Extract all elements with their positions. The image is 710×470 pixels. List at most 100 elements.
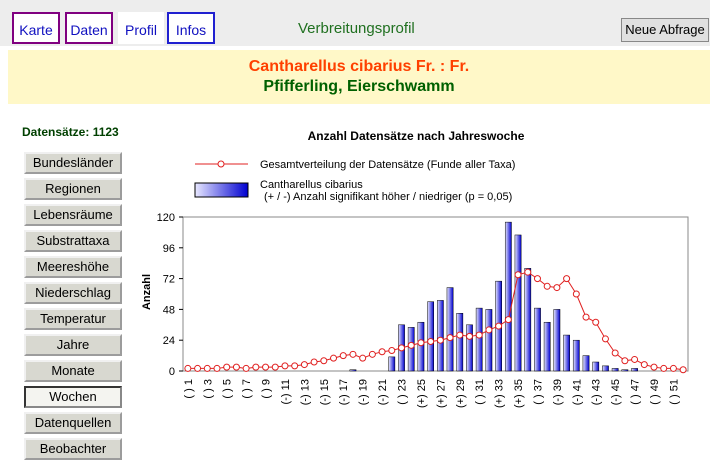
line-marker [572,290,580,298]
sidebar-button[interactable]: Meereshöhe [24,256,122,278]
line-marker [631,355,639,363]
x-tick-label: (+) 25 [416,379,428,408]
header: Cantharellus cibarius Fr. : Fr. Pfifferl… [8,50,710,104]
line-marker [339,352,347,360]
line-marker [640,361,648,369]
sidebar-button[interactable]: Monate [24,360,122,382]
sidebar-button[interactable]: Jahre [24,334,122,356]
y-tick-label: 24 [163,335,175,347]
sidebar-button[interactable]: Regionen [24,178,122,200]
line-marker [514,271,522,279]
line-marker [378,348,386,356]
line-marker [563,275,571,283]
line-marker [660,364,668,372]
bar [602,365,609,372]
x-tick-label: ( ) 51 [668,379,680,405]
bar [417,321,425,372]
query-button[interactable]: Neue Abfrage [621,18,709,42]
bar [631,368,638,372]
x-tick-label: ( ) 5 [222,379,234,399]
sidebar-button[interactable]: Substrattaxa [24,230,122,252]
line-marker [601,335,609,343]
legend-swatch [194,182,249,198]
sidebar-button[interactable]: Datenquellen [24,412,122,434]
x-tick-label: ( ) 31 [474,379,486,405]
x-tick-label: (-) 11 [280,379,292,404]
line-marker [368,350,376,358]
x-tick-label: (-) 45 [610,379,622,405]
page-title: Verbreitungsprofil [298,20,415,37]
tab[interactable]: Karte [12,12,60,44]
bar [485,309,493,372]
bar [611,368,619,372]
legend-marker [217,160,225,168]
y-tick-label: 0 [169,366,175,378]
tab[interactable]: Profil [118,12,164,44]
bar [514,234,522,372]
sidebar-button[interactable]: Lebensräume [24,204,122,226]
bar [446,287,454,372]
bar [553,309,561,372]
x-tick-label: (-) 19 [358,379,370,405]
line-marker [650,363,658,371]
line-marker [271,363,279,371]
y-axis-label: Anzahl [141,274,153,310]
line-marker [184,364,192,372]
x-tick-label: (-) 15 [319,379,331,405]
x-tick-label: ( ) 23 [397,379,409,405]
x-tick-label: (-) 21 [377,379,389,405]
scientific-name: Cantharellus cibarius Fr. : Fr. [248,58,470,75]
sidebar-button[interactable]: Niederschlag [24,282,122,304]
bar [534,307,541,372]
x-tick-label: (+) 33 [494,379,506,408]
x-tick-label: (-) 17 [338,379,350,405]
y-tick-label: 120 [157,212,175,224]
line-marker [553,284,561,292]
sidebar-button[interactable]: Wochen [24,386,122,408]
line-marker [592,318,600,326]
line-marker [465,332,473,340]
tab[interactable]: Infos [167,12,215,44]
x-tick-label: (-) 43 [591,379,603,405]
line-marker [456,331,464,339]
x-tick-label: ( ) 9 [261,379,273,399]
bar [543,321,551,372]
x-tick-label: ( ) 7 [241,379,253,399]
sidebar-button[interactable]: Beobachter [24,438,122,460]
bar [592,361,600,372]
bar [466,324,473,372]
sidebar-button[interactable]: Bundesländer [24,152,122,174]
x-tick-label: ( ) 3 [202,379,214,399]
line-marker [252,363,260,371]
line-marker [543,282,551,290]
line-marker [417,339,425,347]
line-marker [320,357,328,365]
line-marker [407,341,415,349]
legend-label: Cantharellus cibarius [260,179,363,191]
line-marker [398,344,406,352]
chart: Anzahl Datensätze nach Jahreswoche Anzah… [141,129,689,408]
x-tick-label: ( ) 1 [183,379,195,399]
line-marker [242,364,250,372]
bar [388,356,396,372]
line-marker [262,363,270,371]
bar [475,307,483,372]
x-tick-label: ( ) 37 [532,379,544,405]
x-tick-label: (-) 13 [299,379,311,405]
bar [349,369,357,372]
line-marker [485,326,493,334]
x-tick-label: (-) 41 [571,379,583,405]
tab[interactable]: Daten [65,12,113,44]
line-marker [611,349,619,357]
line-marker [223,363,231,371]
line-marker [203,364,211,372]
bar [427,301,435,372]
line-marker [349,350,357,358]
line-marker [388,346,396,354]
line-marker [194,364,202,372]
y-tick-label: 48 [163,304,175,316]
line-marker [427,337,435,345]
line-marker [330,354,338,362]
sidebar-button[interactable]: Temperatur [24,308,122,330]
